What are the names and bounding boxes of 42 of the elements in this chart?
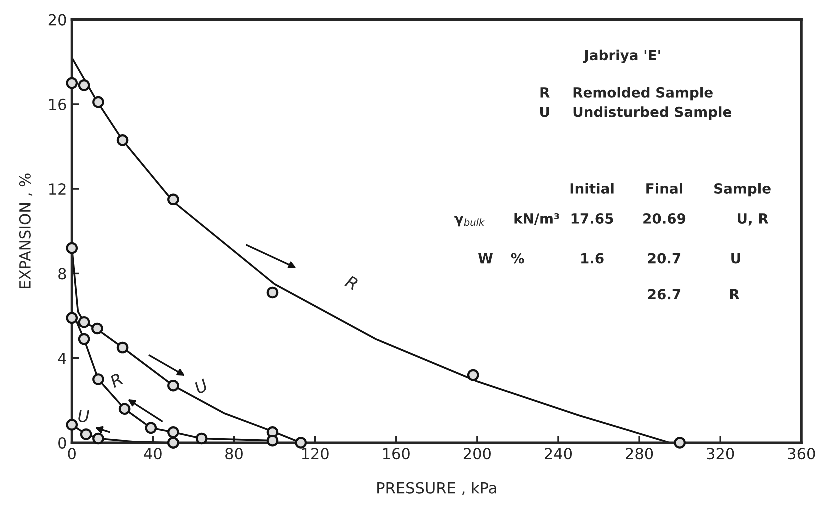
- annotation: γ$_{bulk}$: [454, 216, 485, 227]
- annotation: Undisturbed Sample: [574, 106, 732, 120]
- x-tick-label: 40: [144, 448, 162, 460]
- y-tick-label: 16: [50, 98, 66, 110]
- annotation: W: [478, 253, 493, 264]
- annotation: %: [511, 253, 524, 264]
- x-tick-label: 160: [383, 448, 410, 460]
- y-tick-label: 12: [50, 184, 66, 195]
- y-tick-label: 8: [58, 268, 66, 280]
- annotation: kN/m³: [514, 213, 560, 226]
- x-tick-label: 280: [626, 448, 654, 460]
- annotation: 1.6: [582, 253, 604, 264]
- y-tick-label: 0: [58, 437, 66, 449]
- x-tick-label: 200: [464, 448, 491, 460]
- x-tick-label: 120: [302, 448, 329, 460]
- x-tick-label: 80: [226, 448, 243, 460]
- y-tick-label: 4: [58, 353, 66, 364]
- annotation: 20.7: [648, 253, 681, 264]
- annotation: 20.69: [644, 213, 686, 224]
- annotation: 17.65: [572, 214, 614, 224]
- x-tick-label: 360: [788, 448, 816, 460]
- annotation: U, R: [738, 214, 769, 226]
- y-axis-title: EXPANSION , %: [19, 174, 33, 288]
- annotation: Sample: [714, 183, 771, 197]
- annotation: U: [194, 378, 210, 395]
- annotation: Jabriya 'E': [583, 50, 660, 64]
- annotation: R: [344, 275, 359, 290]
- annotation: Remolded Sample: [574, 87, 713, 101]
- annotation: Final: [646, 183, 682, 194]
- annotation: Initial: [570, 183, 614, 194]
- annotation: U: [540, 107, 550, 118]
- annotation: R: [109, 372, 124, 388]
- annotation: R: [540, 88, 550, 98]
- x-axis-title: PRESSURE , kPa: [378, 482, 496, 496]
- y-tick-label: 20: [48, 14, 66, 26]
- x-tick-label: 240: [545, 448, 572, 460]
- x-tick-label: 320: [707, 448, 734, 460]
- annotation: U: [78, 410, 90, 422]
- x-tick-label: 0: [68, 448, 76, 460]
- annotation: U: [732, 253, 740, 264]
- annotation: 26.7: [648, 289, 681, 300]
- annotation: R: [730, 289, 740, 300]
